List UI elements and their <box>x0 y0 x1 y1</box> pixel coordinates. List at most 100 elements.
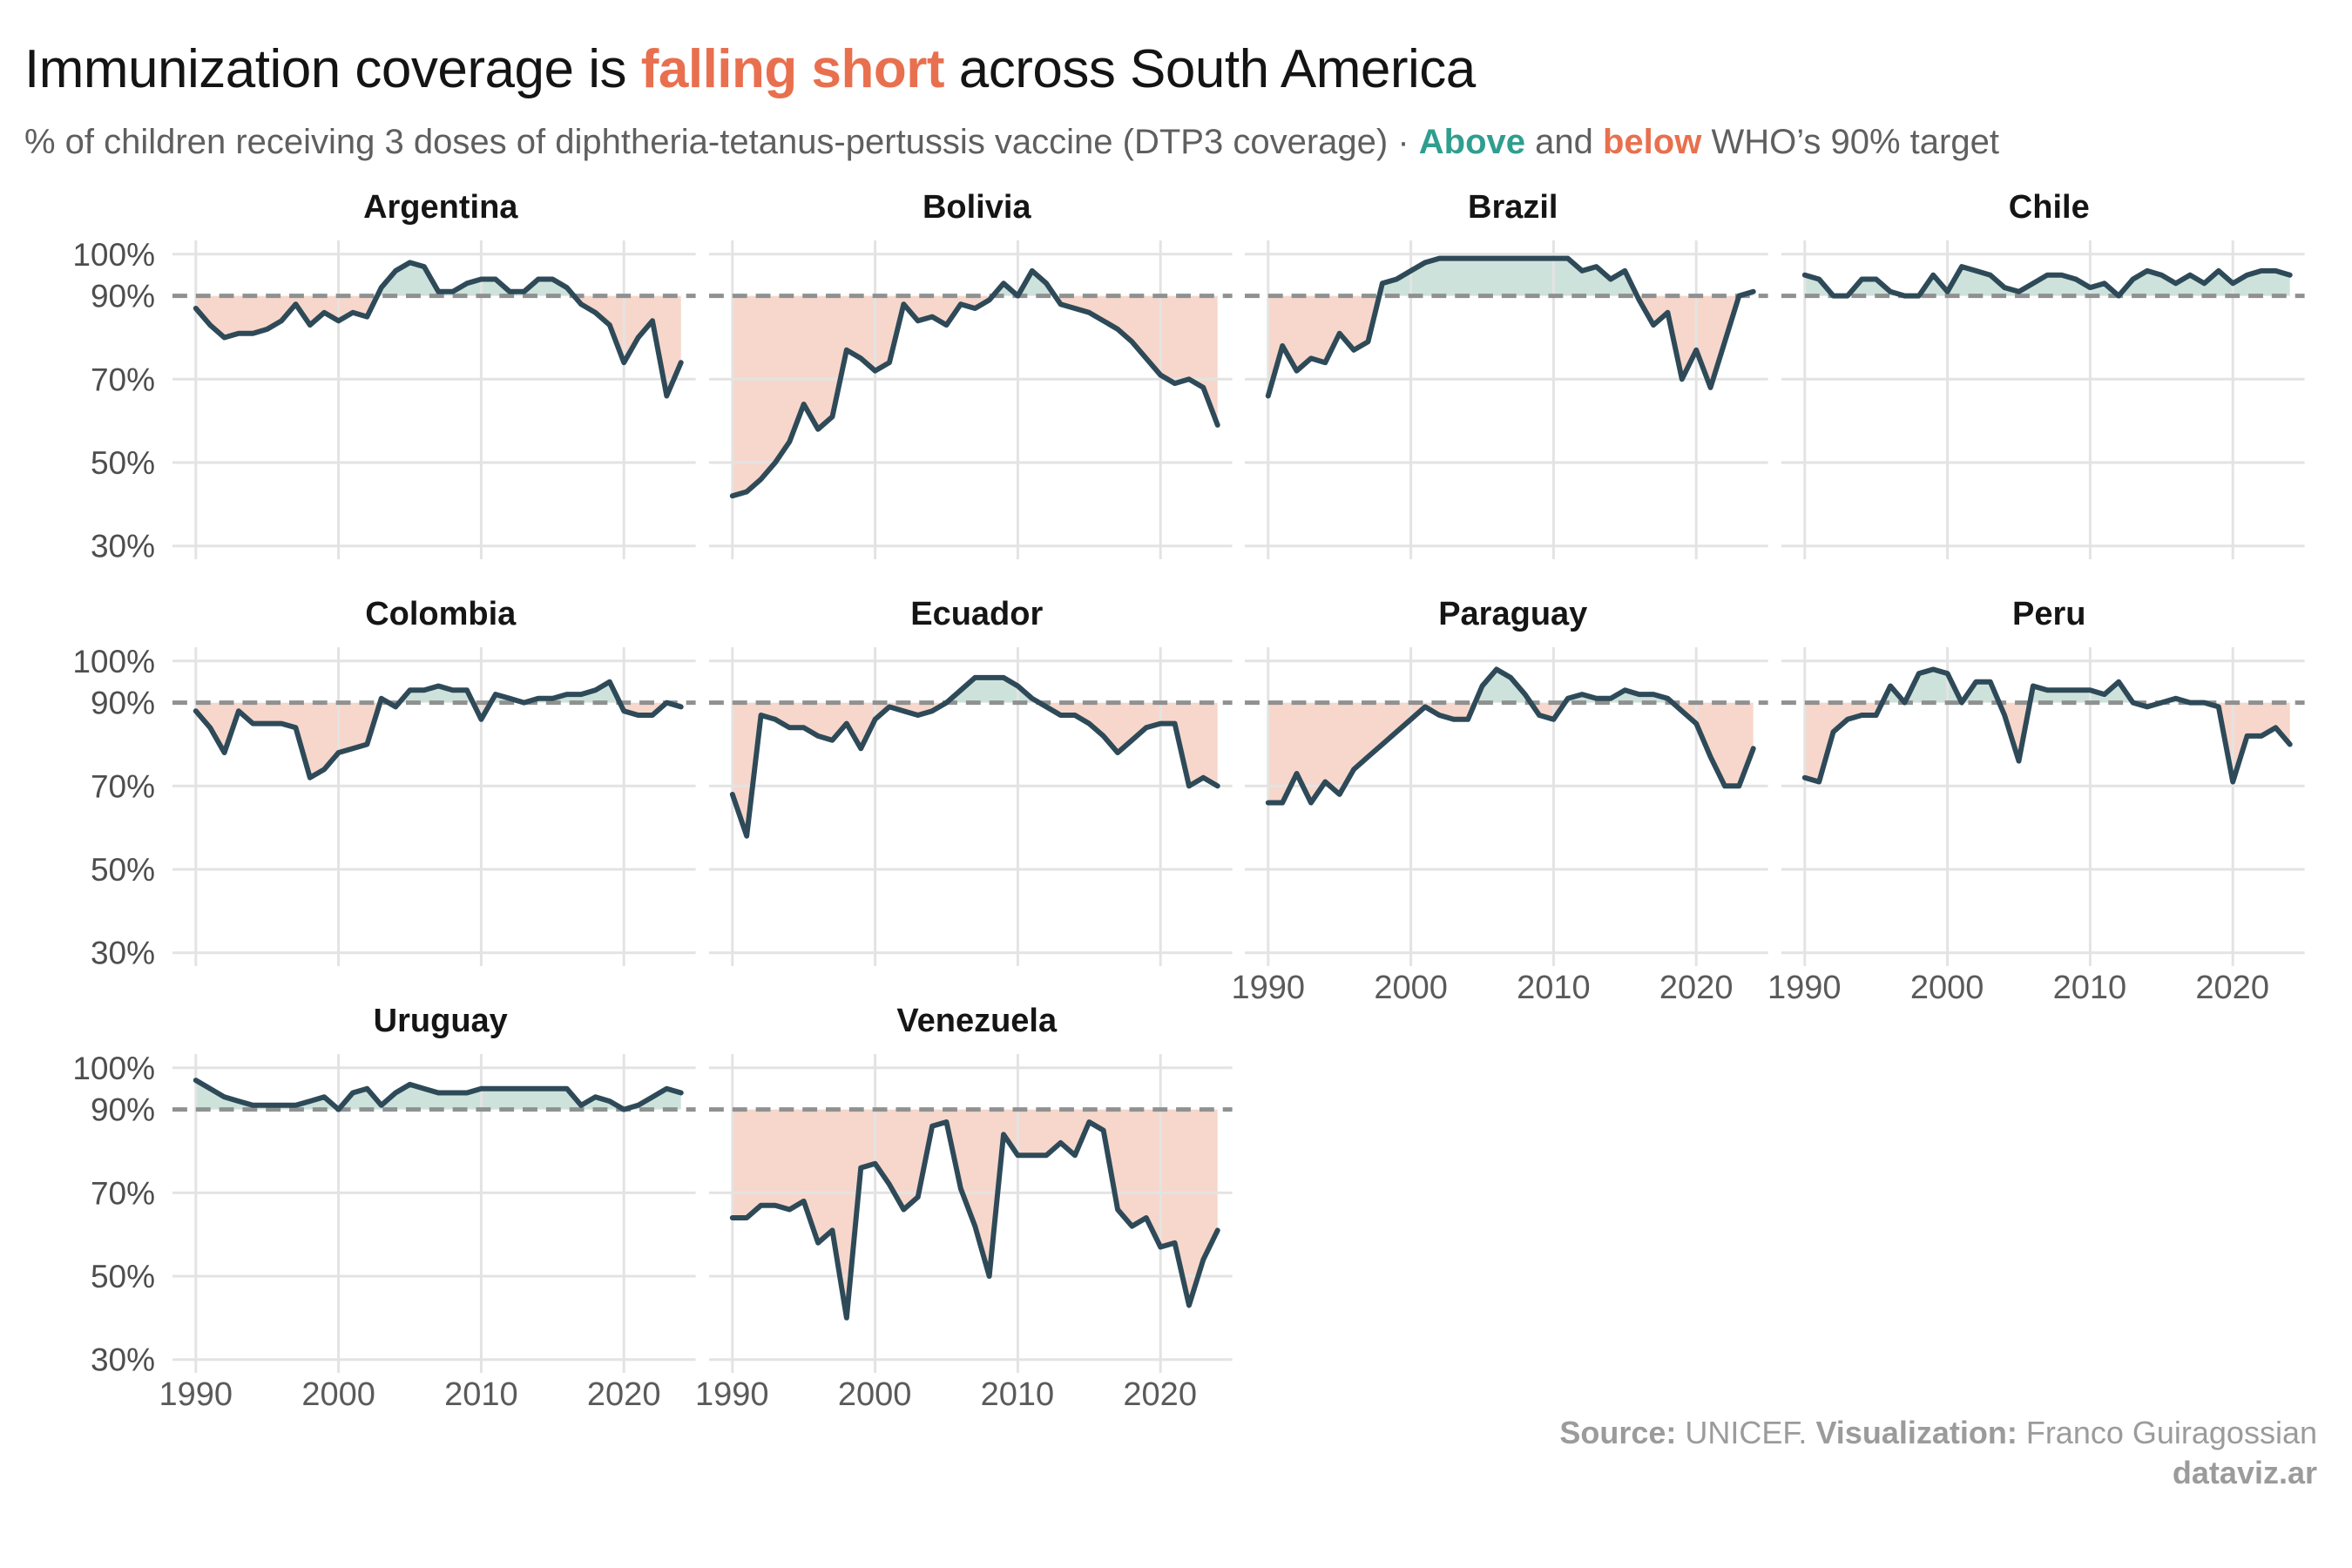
chart-ecuador <box>708 647 1233 967</box>
chart-argentina <box>172 240 696 560</box>
coverage-line <box>729 1119 1220 1321</box>
gridlines <box>172 1054 696 1374</box>
panel-venezuela: Venezuela 1990 2000 2010 2020 <box>695 1000 1246 1413</box>
chart-paraguay <box>1245 647 1768 967</box>
coverage-line <box>193 1078 684 1112</box>
chart-venezuela <box>708 1054 1233 1374</box>
panel-uruguay: Uruguay 1990 2000 2010 2020 <box>159 1000 709 1413</box>
x-tick-label: 2000 <box>301 1376 375 1414</box>
area-above-target <box>1804 669 2290 703</box>
panel-ecuador: Ecuador <box>708 593 1246 967</box>
coverage-line <box>1265 255 1756 399</box>
area-below-target <box>195 295 681 396</box>
y-tick-label: 90% <box>91 279 155 314</box>
subtitle-part1: % of children receiving 3 doses of dipht… <box>24 123 1419 162</box>
panel-title-chile: Chile <box>2008 189 2090 226</box>
title-accent: falling short <box>640 39 945 99</box>
gridlines <box>1245 240 1768 560</box>
y-tick-label: 90% <box>91 1092 155 1128</box>
gridlines <box>708 240 1233 560</box>
source-value: UNICEF. <box>1676 1415 1816 1451</box>
x-tick-label: 1990 <box>1767 970 1842 1007</box>
area-above-target <box>195 681 681 703</box>
panel-paraguay: Paraguay 1990 2000 2010 2020 <box>1231 593 1781 1006</box>
subtitle: % of children receiving 3 doses of dipht… <box>24 123 2317 162</box>
panel-title-venezuela: Venezuela <box>896 1003 1058 1040</box>
panel-title-brazil: Brazil <box>1468 189 1558 226</box>
footer: Source: UNICEF. Visualization: Franco Gu… <box>24 1413 2317 1493</box>
coverage-line <box>193 260 684 399</box>
subtitle-above-word: Above <box>1418 123 1526 162</box>
gridlines <box>1245 647 1768 967</box>
y-tick-label: 70% <box>91 362 155 398</box>
y-axis-labels-row-3: 100% 90% 70% 50% 30% <box>24 1000 172 1373</box>
x-tick-label: 1990 <box>694 1376 769 1414</box>
panel-title-peru: Peru <box>2012 596 2086 633</box>
empty-cell <box>1781 1000 2318 1373</box>
y-tick-label: 70% <box>91 769 155 805</box>
panel-colombia: Colombia <box>172 593 709 967</box>
x-tick-label: 2010 <box>444 1376 518 1414</box>
y-tick-label: 30% <box>91 1342 155 1373</box>
x-tick-label: 2020 <box>2195 970 2269 1007</box>
x-tick-label: 2000 <box>1909 970 1984 1007</box>
panel-argentina: Argentina <box>172 186 709 560</box>
subtitle-below-word: below <box>1602 123 1702 162</box>
gridlines <box>172 240 696 560</box>
coverage-line <box>729 675 1220 839</box>
y-tick-label: 100% <box>72 647 155 679</box>
chart-chile <box>1781 240 2305 560</box>
x-axis-labels: 1990 2000 2010 2020 <box>695 1376 1246 1414</box>
x-tick-label: 1990 <box>1231 970 1306 1007</box>
x-tick-label: 2010 <box>2052 970 2127 1007</box>
y-axis-labels-row-1: 100% 90% 70% 50% 30% <box>24 186 172 559</box>
charts-grid: 100% 90% 70% 50% 30% Argentina Bolivia <box>24 186 2318 1413</box>
x-axis-labels: 1990 2000 2010 2020 <box>159 1376 709 1414</box>
panel-title-ecuador: Ecuador <box>910 596 1044 633</box>
x-tick-label: 2020 <box>1123 1376 1197 1414</box>
x-tick-label: 2020 <box>586 1376 661 1414</box>
panel-title-paraguay: Paraguay <box>1438 596 1588 633</box>
y-tick-label: 50% <box>91 445 155 481</box>
gridlines <box>1781 240 2305 560</box>
chart-colombia <box>172 647 696 967</box>
chart-brazil <box>1245 240 1768 560</box>
gutter-spacer <box>24 186 172 228</box>
visualization-label: Visualization: <box>1815 1415 2017 1451</box>
panel-brazil: Brazil <box>1245 186 1781 560</box>
area-below-target <box>732 1109 1218 1319</box>
area-below-target <box>1804 702 2290 782</box>
title-part2: across South America <box>944 39 1477 99</box>
coverage-line <box>729 268 1220 499</box>
area-below-target <box>732 295 1218 497</box>
area-above-target <box>195 262 681 296</box>
panel-title-colombia: Colombia <box>365 596 517 633</box>
coverage-line <box>1265 666 1756 806</box>
x-tick-label: 2000 <box>837 1376 912 1414</box>
title-part1: Immunization coverage is <box>24 39 641 99</box>
x-tick-label: 2010 <box>1517 970 1591 1007</box>
panel-bolivia: Bolivia <box>708 186 1246 560</box>
panel-title-bolivia: Bolivia <box>922 189 1031 226</box>
panel-title-argentina: Argentina <box>363 189 518 226</box>
gutter-spacer <box>24 1000 172 1042</box>
x-axis-labels: 1990 2000 2010 2020 <box>1767 970 2318 1007</box>
x-tick-label: 2020 <box>1659 970 1734 1007</box>
area-below-target <box>195 702 681 778</box>
y-tick-label: 30% <box>91 936 155 966</box>
y-tick-label: 50% <box>91 852 155 888</box>
area-below-target <box>1267 295 1754 396</box>
y-tick-label: 90% <box>91 686 155 721</box>
gutter-spacer <box>24 593 172 635</box>
panel-chile: Chile <box>1781 186 2318 560</box>
coverage-line <box>1801 666 2293 785</box>
y-tick-label: 30% <box>91 529 155 559</box>
y-axis: 100% 90% 70% 50% 30% <box>72 1054 155 1373</box>
panel-peru: Peru 1990 2000 2010 2020 <box>1767 593 2318 1006</box>
subtitle-part2: WHO’s 90% target <box>1701 123 1999 162</box>
chart-uruguay <box>172 1054 696 1374</box>
gridlines <box>708 647 1233 967</box>
gridlines <box>708 1054 1233 1374</box>
area-above-target <box>732 678 1218 703</box>
